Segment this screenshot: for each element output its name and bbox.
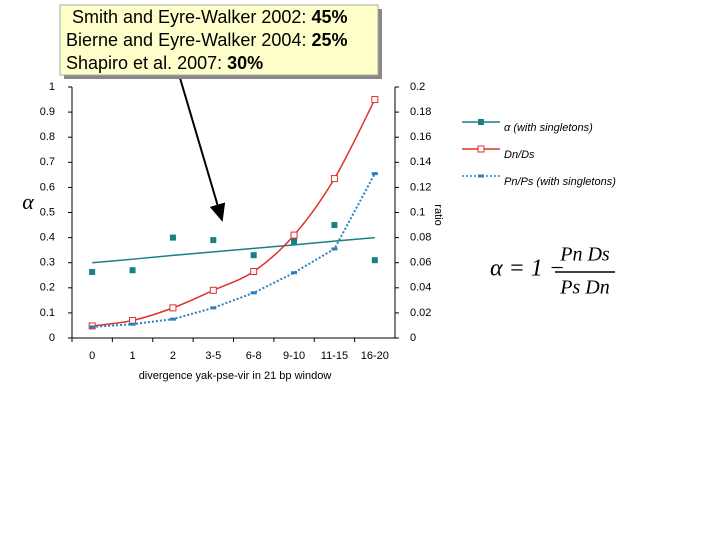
note-text: Smith and Eyre-Walker 2002: xyxy=(72,7,306,27)
y2-tick-label: 0.14 xyxy=(410,156,431,168)
note-value: 30% xyxy=(227,53,263,73)
data-point xyxy=(129,316,137,324)
y2-tick-label: 0.18 xyxy=(410,106,431,118)
legend-label: Dn/Ds xyxy=(504,149,535,161)
x-label: Smith and Eyre-Walker 2002: 45% xyxy=(72,7,347,27)
x-tick-label: 1 xyxy=(130,350,136,362)
note-line: Shapiro et al. 2007: 30% xyxy=(66,53,263,73)
y-tick-label: 0.6 xyxy=(40,181,55,193)
x-tick-label: 3-5 xyxy=(205,350,221,362)
data-point xyxy=(331,222,338,229)
y2-tick-label: 0.08 xyxy=(410,232,431,244)
note-text: Shapiro et al. 2007: xyxy=(66,53,222,73)
note-value: 45% xyxy=(311,7,347,27)
y2-axis-title: ratio xyxy=(432,204,444,225)
series-line xyxy=(92,99,376,327)
data-point xyxy=(250,252,257,259)
data-point xyxy=(169,304,177,312)
formula-numerator: Pn Ds xyxy=(559,244,610,266)
x-tick-label: 2 xyxy=(170,350,176,362)
y-tick-label: 0.3 xyxy=(40,257,55,269)
data-point xyxy=(291,271,298,275)
note-line: Bierne and Eyre-Walker 2004: 25% xyxy=(66,30,348,50)
series-line xyxy=(92,236,375,264)
x-axis-title: divergence yak-pse-vir in 21 bp window xyxy=(139,370,332,382)
data-point xyxy=(210,237,217,244)
y2-tick-label: 0.16 xyxy=(410,131,431,143)
y2-tick-label: 0.1 xyxy=(410,206,425,218)
data-point xyxy=(129,322,136,326)
y2-tick-label: 0.02 xyxy=(410,307,431,319)
y-axis-title: α xyxy=(22,189,34,214)
y-tick-label: 0.5 xyxy=(40,206,55,218)
data-point xyxy=(290,231,298,239)
y-tick-label: 0 xyxy=(49,332,55,344)
y-tick-label: 0.9 xyxy=(40,106,55,118)
data-point xyxy=(371,257,378,264)
y2-tick-label: 0.04 xyxy=(410,282,431,294)
data-point xyxy=(291,238,298,245)
y-tick-label: 1 xyxy=(49,81,55,93)
data-point xyxy=(330,175,338,183)
y2-tick-label: 0.06 xyxy=(410,257,431,269)
y-tick-label: 0.7 xyxy=(40,156,55,168)
formula-lhs: α = 1 − xyxy=(490,256,565,282)
y-tick-label: 0.1 xyxy=(40,307,55,319)
x-tick-label: 16-20 xyxy=(361,350,389,362)
x-tick-label: 0 xyxy=(89,350,95,362)
data-point xyxy=(210,306,217,310)
legend-label: Pn/Ps (with singletons) xyxy=(504,176,616,188)
data-point xyxy=(169,317,176,321)
x-tick-label: 11-15 xyxy=(321,350,348,362)
note-text: Bierne and Eyre-Walker 2004: xyxy=(66,30,306,50)
arrow xyxy=(179,77,226,222)
data-point xyxy=(331,247,338,251)
note-value: 25% xyxy=(311,30,347,50)
legend-marker xyxy=(477,145,485,153)
y-tick-label: 0.4 xyxy=(40,232,55,244)
data-point xyxy=(371,96,379,104)
legend-label: α (with singletons) xyxy=(504,122,593,134)
series-line xyxy=(92,173,376,328)
legend-marker xyxy=(478,119,484,125)
legend-marker xyxy=(478,174,484,178)
note-box xyxy=(59,4,379,76)
y2-tick-label: 0.2 xyxy=(410,81,425,93)
data-point xyxy=(209,286,217,294)
data-point xyxy=(250,291,257,295)
y2-tick-label: 0.12 xyxy=(410,181,431,193)
data-point xyxy=(89,268,96,275)
data-point xyxy=(169,234,176,241)
formula-denominator: Ps Dn xyxy=(559,277,609,299)
x-tick-label: 9-10 xyxy=(283,350,305,362)
data-point xyxy=(129,267,136,274)
y-tick-label: 0.2 xyxy=(40,282,55,294)
x-tick-label: 6-8 xyxy=(246,350,262,362)
y-tick-label: 0.8 xyxy=(40,131,55,143)
data-point xyxy=(250,267,258,275)
y2-tick-label: 0 xyxy=(410,332,416,344)
data-point xyxy=(89,325,96,329)
data-point xyxy=(371,172,378,176)
